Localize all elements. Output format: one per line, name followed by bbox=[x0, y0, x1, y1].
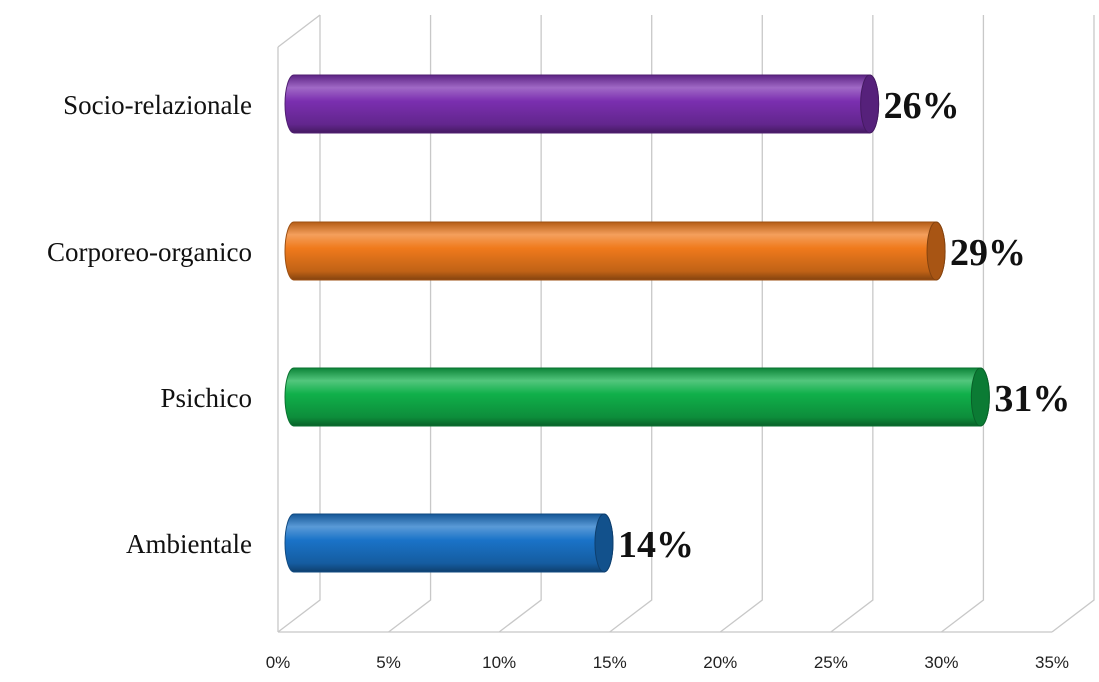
category-label: Socio-relazionale bbox=[63, 90, 252, 120]
bar-layer bbox=[284, 74, 990, 573]
bar-ambientale bbox=[284, 513, 614, 573]
x-tick-label: 30% bbox=[924, 653, 958, 672]
category-label: Corporeo-organico bbox=[47, 237, 252, 267]
gridline bbox=[498, 15, 542, 633]
x-tick-label: 25% bbox=[814, 653, 848, 672]
bar-socio-relazionale bbox=[284, 74, 880, 134]
x-tick-label: 35% bbox=[1035, 653, 1069, 672]
x-tick-label: 0% bbox=[266, 653, 291, 672]
label-layer: 0% 5% 10% 15% 20% 25% 30% 35% Socio-relazionale 2… bbox=[47, 85, 1070, 672]
side-wall-top bbox=[277, 14, 321, 48]
bar-psichico bbox=[284, 367, 990, 427]
gridline bbox=[277, 15, 321, 633]
category-label: Ambientale bbox=[126, 529, 252, 559]
bar-corporeo-organico bbox=[284, 221, 946, 281]
category-label: Psichico bbox=[161, 383, 253, 413]
x-tick-label: 15% bbox=[593, 653, 627, 672]
data-label: 29% bbox=[950, 232, 1026, 274]
x-tick-label: 10% bbox=[482, 653, 516, 672]
gridline bbox=[609, 15, 653, 633]
bar-end-cap bbox=[926, 221, 946, 281]
data-label: 14% bbox=[618, 524, 694, 566]
bar-end-cap bbox=[970, 367, 990, 427]
gridline bbox=[941, 15, 985, 633]
data-label: 26% bbox=[884, 85, 960, 127]
x-tick-label: 5% bbox=[376, 653, 401, 672]
data-label: 31% bbox=[994, 378, 1070, 420]
gridline bbox=[719, 15, 763, 633]
bar-end-cap bbox=[594, 513, 614, 573]
gridline bbox=[830, 15, 874, 633]
gridline bbox=[388, 15, 432, 633]
gridline bbox=[1051, 15, 1095, 633]
grid-layer bbox=[277, 14, 1095, 633]
bar-end-cap bbox=[860, 74, 880, 134]
x-tick-label: 20% bbox=[703, 653, 737, 672]
